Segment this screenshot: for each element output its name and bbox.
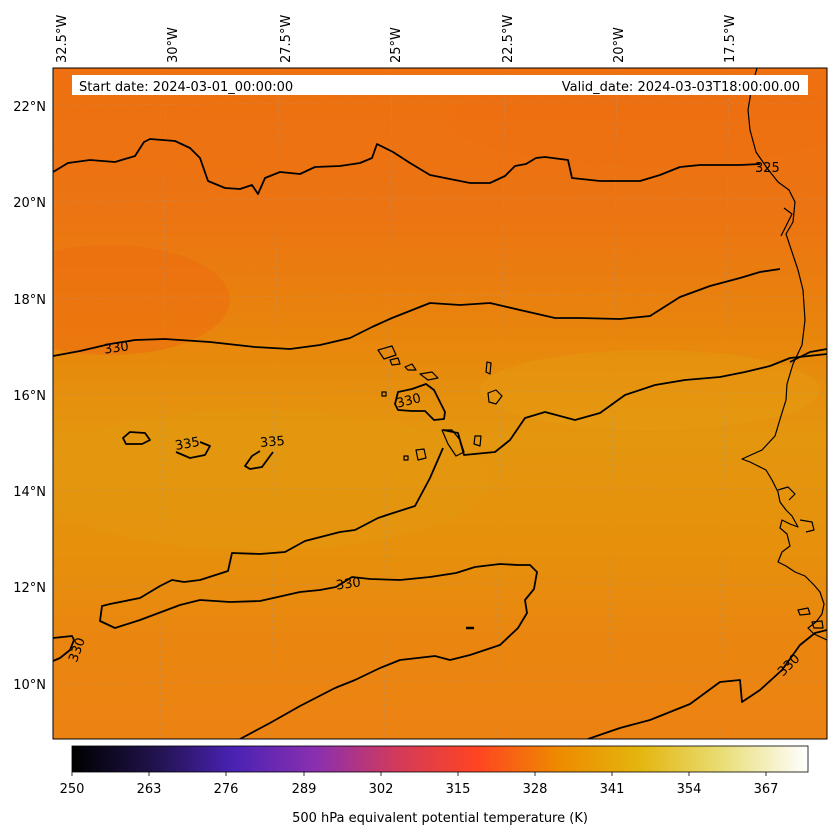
island-sal: [485, 361, 492, 375]
lat-label: 20°N: [13, 196, 46, 211]
contour-330-west-inner: [789, 348, 827, 363]
coast-inlet: [777, 486, 796, 501]
island-bijagos: [811, 620, 824, 629]
coastline: [377, 68, 827, 641]
contour-330-left-edge: [53, 635, 75, 662]
colorbar-tick-label: 315: [446, 782, 471, 797]
lon-label: 25°W: [389, 27, 404, 63]
colorbar-tick-label: 367: [754, 782, 779, 797]
contour-label: 330: [103, 339, 130, 357]
colorbar: 250 263 276 289 302 315 328 341 354 367 …: [60, 745, 809, 826]
island-santiago: [441, 429, 465, 457]
lat-label: 10°N: [13, 678, 46, 693]
start-date-text: Start date: 2024-03-01_00:00:00: [79, 80, 293, 95]
contour-335-blob-a: [122, 431, 151, 445]
contour-330-band-lower: [99, 447, 538, 739]
lon-label: 17.5°W: [723, 15, 738, 63]
island-sao-vicente: [389, 357, 401, 366]
island-fogo: [415, 448, 427, 461]
lon-label: 32.5°W: [55, 15, 70, 63]
latitude-labels: 22°N 20°N 18°N 16°N 14°N 12°N 10°N: [13, 100, 46, 693]
coast-inlet: [780, 207, 793, 237]
lat-label: 14°N: [13, 485, 46, 500]
colorbar-tick-label: 302: [369, 782, 394, 797]
colorbar-tick-labels: 250 263 276 289 302 315 328 341 354 367: [60, 782, 779, 797]
warm-patch: [53, 245, 230, 355]
map-frame: [52, 67, 828, 740]
colorbar-tick-label: 250: [60, 782, 85, 797]
header-box: Start date: 2024-03-01_00:00:00 Valid_da…: [72, 75, 808, 95]
warm-patch: [450, 75, 827, 165]
contour-335-blob-b: [175, 441, 211, 459]
gridlines: [53, 68, 827, 739]
longitude-labels: 32.5°W 30°W 27.5°W 25°W 22.5°W 20°W 17.5…: [55, 15, 738, 63]
lon-label: 30°W: [166, 27, 181, 63]
colorbar-tick-label: 341: [600, 782, 625, 797]
coast-inlet: [799, 519, 815, 533]
colorbar-tick-label: 328: [523, 782, 548, 797]
contour-330-mid: [53, 268, 781, 357]
island-raso: [381, 391, 387, 397]
colorbar-tick-label: 354: [677, 782, 702, 797]
contour-label: 330: [335, 575, 362, 593]
contour-lines: [53, 138, 827, 739]
colorbar-ticks: [71, 772, 767, 776]
lon-label: 20°W: [612, 27, 627, 63]
contour-335-blob-c: [244, 450, 274, 470]
colorbar-tick-label: 276: [214, 782, 239, 797]
contour-label-group: 330 330 335 335 325 330 330 330: [66, 161, 803, 680]
contour-label: 325: [755, 161, 780, 176]
island-maio: [473, 435, 482, 447]
colorbar-tick-label: 263: [137, 782, 162, 797]
lon-label: 22.5°W: [501, 15, 516, 63]
lat-label: 16°N: [13, 389, 46, 404]
band-patch: [53, 410, 490, 550]
lat-label: 12°N: [13, 581, 46, 596]
lat-label: 22°N: [13, 100, 46, 115]
contour-330-south: [442, 353, 827, 456]
island-brava: [403, 455, 409, 461]
lon-label: 27.5°W: [279, 15, 294, 63]
contour-330-right: [587, 629, 827, 739]
valid-date-text: Valid_date: 2024-03-03T18:00:00.00: [562, 80, 800, 95]
colorbar-tick-label: 289: [292, 782, 317, 797]
contour-330-islands: [394, 383, 446, 421]
africa-coast: [741, 68, 827, 641]
lat-label: 18°N: [13, 293, 46, 308]
colorbar-gradient: [71, 745, 809, 773]
contour-label: 330: [395, 391, 423, 412]
contour-label: 335: [174, 435, 201, 454]
island-bijagos: [797, 607, 811, 616]
island-sao-nicolau: [404, 363, 417, 371]
contour-325-north: [53, 138, 761, 195]
map-panel: 330 330 335 335 325 330 330 330 Start da…: [52, 67, 828, 740]
island-boa-vista: [487, 389, 503, 405]
island-santa-luzia: [419, 371, 439, 381]
island-santo-antao: [377, 345, 397, 360]
contour-label: 335: [259, 434, 285, 451]
band-patch: [480, 350, 820, 430]
colorbar-label: 500 hPa equivalent potential temperature…: [292, 811, 588, 826]
